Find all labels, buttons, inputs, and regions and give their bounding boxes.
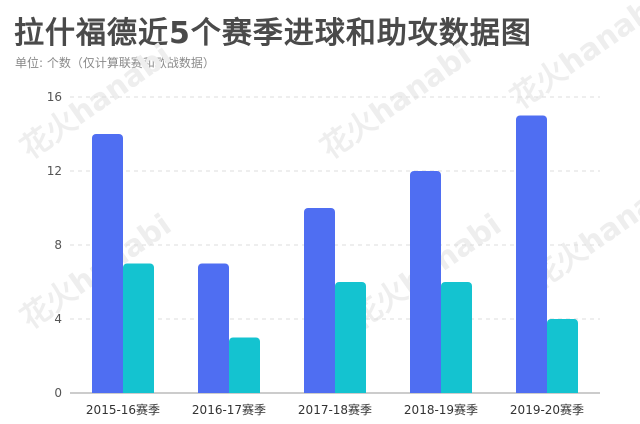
- chart-title: 拉什福德近5个赛季进球和助攻数据图: [14, 16, 532, 51]
- y-tick-label: 8: [54, 238, 62, 252]
- y-tick-label: 4: [54, 312, 62, 326]
- bar-series-2: [441, 282, 472, 393]
- bar-base: [123, 387, 154, 393]
- watermark-text: 花火hanabi: [315, 38, 478, 167]
- bar-series-1: [304, 208, 335, 393]
- bar-series-2: [335, 282, 366, 393]
- y-tick-label: 0: [54, 386, 62, 400]
- bar-base: [229, 387, 260, 393]
- bar-base: [516, 387, 547, 393]
- bar-base: [441, 387, 472, 393]
- chart-subtitle: 单位: 个数（仅计算联赛和欧战数据）: [15, 56, 215, 70]
- bar-base: [410, 387, 441, 393]
- x-tick-label: 2019-20赛季: [510, 402, 584, 417]
- bar-series-2: [123, 263, 154, 393]
- bar-series-2: [547, 319, 578, 393]
- x-tick-label: 2017-18赛季: [298, 402, 372, 417]
- bar-base: [547, 387, 578, 393]
- bar-base: [92, 387, 123, 393]
- bar-series-2: [229, 337, 260, 393]
- bar-base: [198, 387, 229, 393]
- watermark-text: 花火hanabi: [505, 0, 640, 117]
- bar-series-1: [516, 115, 547, 393]
- bar-series-1: [410, 171, 441, 393]
- bar-base: [335, 387, 366, 393]
- bar-series-1: [198, 263, 229, 393]
- bar-base: [304, 387, 335, 393]
- bar-series-1: [92, 134, 123, 393]
- y-tick-label: 12: [47, 164, 62, 178]
- y-tick-label: 16: [47, 90, 62, 104]
- x-tick-label: 2016-17赛季: [192, 402, 266, 417]
- x-tick-label: 2018-19赛季: [404, 402, 478, 417]
- x-tick-label: 2015-16赛季: [86, 402, 160, 417]
